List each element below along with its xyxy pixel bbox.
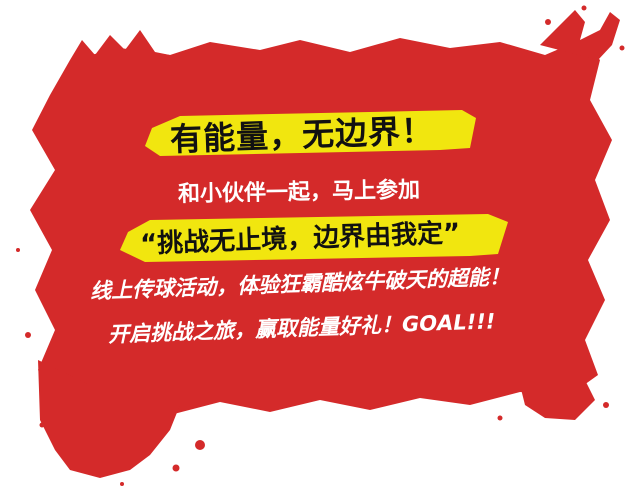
highlight-stroke-2: [120, 214, 508, 262]
headline-energy: 有能量，无边界！: [169, 111, 435, 159]
highlight-stroke-1: [145, 110, 476, 156]
subline-join-friends: 和小伙伴一起，马上参加: [177, 177, 421, 208]
